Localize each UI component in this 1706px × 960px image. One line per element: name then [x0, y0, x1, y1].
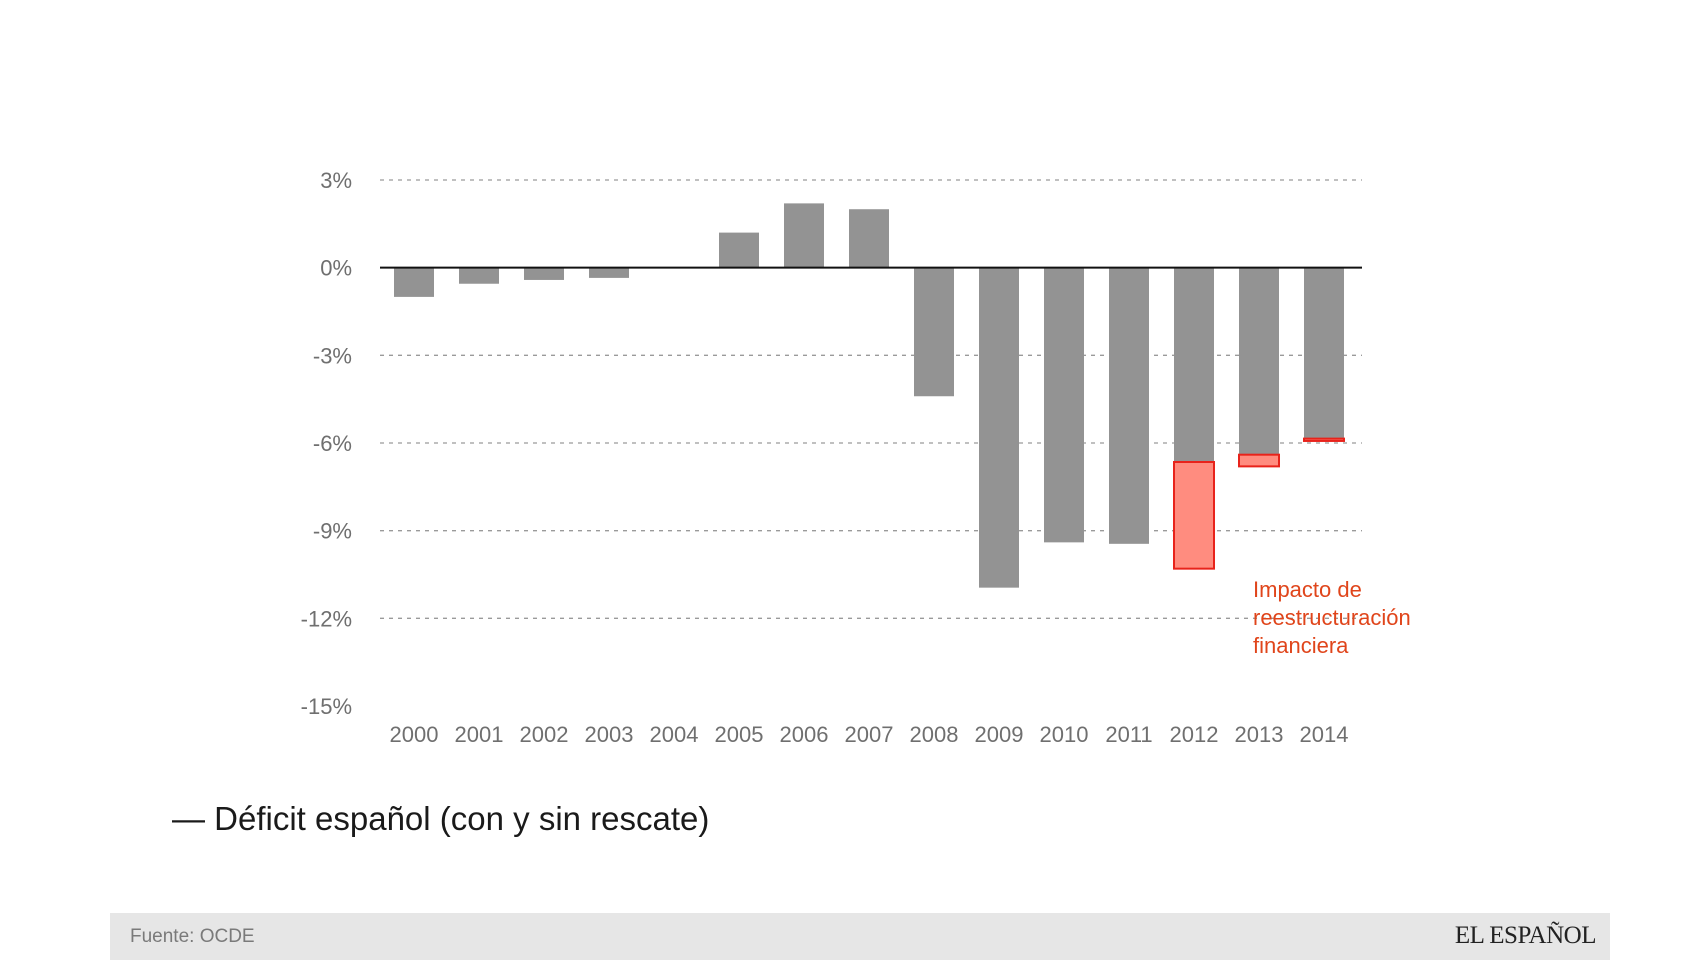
x-tick-label: 2007 [845, 722, 894, 747]
impact-bar-2013 [1238, 453, 1280, 468]
x-tick-label: 2005 [715, 722, 764, 747]
x-tick-label: 2003 [585, 722, 634, 747]
source-label: Fuente: OCDE [130, 926, 255, 947]
bar-2002 [524, 267, 564, 280]
x-tick-label: 2011 [1105, 722, 1152, 747]
x-tick-label: 2008 [910, 722, 959, 747]
x-tick-label: 2013 [1235, 722, 1284, 747]
brand-logo: EL ESPAÑOL [1454, 922, 1597, 949]
x-tick-label: 2002 [520, 722, 569, 747]
footer-bar: Fuente: OCDE EL ESPAÑOL [110, 913, 1610, 960]
y-tick-label: -12% [301, 606, 352, 631]
annotation-line: reestructuración [1253, 605, 1411, 630]
x-tick-label: 2009 [975, 722, 1024, 747]
deficit-bar-chart: 3% 0% -3% -6% -9% -12% -15% 2000 2001 2002 2003 200… [301, 168, 1411, 747]
y-tick-label: -15% [301, 694, 352, 719]
bar-2010 [1044, 267, 1084, 543]
x-tick-label: 2010 [1040, 722, 1089, 747]
y-tick-label: -9% [313, 519, 352, 544]
x-tick-label: 2012 [1170, 722, 1219, 747]
bar-2009 [979, 267, 1019, 588]
impact-bar-2014 [1303, 437, 1345, 442]
y-tick-label: -6% [313, 431, 352, 456]
annotation-line: Impacto de [1253, 577, 1362, 602]
bar-2005 [719, 232, 759, 268]
impact-bar-2012 [1173, 460, 1215, 570]
x-tick-label: 2014 [1300, 722, 1349, 747]
y-tick-label: 0% [320, 256, 352, 281]
bar-2007 [849, 209, 889, 268]
x-tick-label: 2006 [780, 722, 829, 747]
annotation-line: financiera [1253, 633, 1349, 658]
x-tick-label: 2001 [455, 722, 504, 747]
bar-2000 [394, 267, 434, 297]
bar-2006 [784, 203, 824, 268]
x-tick-label: 2004 [650, 722, 699, 747]
bar-2008 [914, 267, 954, 397]
x-tick-label: 2000 [390, 722, 439, 747]
bar-2001 [459, 267, 499, 284]
bar-2013 [1239, 267, 1279, 455]
bar-2011 [1109, 267, 1149, 544]
bar-2014 [1304, 267, 1344, 439]
bar-2003 [589, 267, 629, 278]
chart-title: — Déficit español (con y sin rescate) [172, 800, 710, 837]
y-tick-label: 3% [320, 168, 352, 193]
y-tick-label: -3% [313, 343, 352, 368]
bar-2012 [1174, 267, 1214, 462]
